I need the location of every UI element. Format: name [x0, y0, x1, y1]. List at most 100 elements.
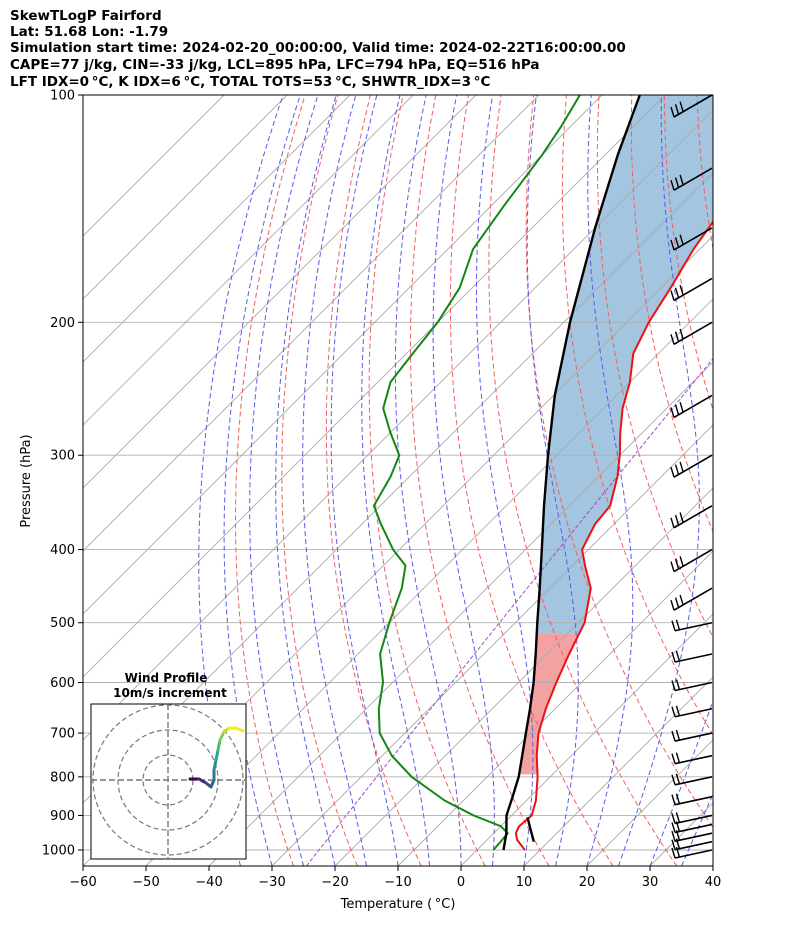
moist-adiabat-line — [476, 95, 534, 866]
barb-flag — [675, 812, 681, 823]
x-tick-label: 10 — [516, 875, 533, 890]
barb-flag — [671, 730, 676, 742]
wind-barb — [670, 454, 713, 478]
barb-flag — [671, 680, 676, 691]
isotherm-line — [83, 95, 414, 426]
grid-lines — [83, 95, 794, 866]
dry-adiabat-line — [449, 95, 614, 866]
y-axis-label: Pressure (hPa) — [19, 434, 34, 527]
hodograph-segment — [212, 758, 218, 772]
x-tick-label: −40 — [195, 875, 222, 890]
y-tick-label: 100 — [50, 89, 75, 104]
x-axis: −60 −50 −40 −30 −20 −10 0 10 20 30 40 — [69, 866, 721, 890]
barb-staff — [674, 681, 713, 692]
barb-flag — [670, 467, 675, 478]
wind-barb — [671, 650, 713, 663]
barb-flag — [675, 752, 681, 763]
barb-flag — [670, 239, 675, 251]
isotherm-line — [712, 865, 713, 866]
wind-barb — [670, 227, 713, 251]
barb-flag — [670, 334, 675, 345]
barb-staff — [674, 621, 713, 632]
barb-flag — [679, 285, 684, 296]
barb-staff — [673, 505, 713, 529]
temperature-line — [514, 220, 713, 851]
y-tick-label: 600 — [50, 676, 75, 691]
shaded-area-parcel-temperature — [519, 633, 580, 775]
barb-flag — [674, 237, 680, 248]
moist-adiabat-line — [649, 699, 713, 866]
barb-flag — [679, 594, 684, 606]
y-tick-label: 500 — [50, 616, 75, 631]
barb-flag — [671, 774, 676, 786]
barb-flag — [670, 106, 675, 118]
barb-flag — [674, 177, 680, 188]
x-axis-label: Temperature ( °C) — [340, 897, 456, 912]
wind-barbs — [670, 94, 713, 859]
wind-barb — [670, 167, 713, 191]
wind-barb — [670, 277, 713, 302]
barb-flag — [679, 174, 684, 186]
barb-flag — [674, 514, 680, 526]
isotherm-line — [145, 298, 713, 866]
x-tick-label: −10 — [384, 875, 411, 890]
barb-flag — [679, 328, 684, 340]
dry-adiabat-line — [281, 95, 358, 866]
barb-flag — [674, 104, 680, 115]
wind-barb — [670, 505, 713, 529]
barb-staff — [674, 840, 713, 851]
isotherm-line — [83, 95, 477, 489]
wind-barb — [670, 548, 713, 573]
dewpoint-line — [372, 95, 581, 851]
y-tick-label: 400 — [50, 543, 75, 558]
cape-cin-fills — [519, 95, 713, 775]
y-tick-label: 900 — [50, 809, 75, 824]
isotherm-line — [83, 95, 225, 237]
barb-flag — [679, 512, 684, 523]
y-tick-label: 300 — [50, 449, 75, 464]
barb-staff — [674, 832, 713, 842]
wind-barb — [671, 773, 713, 786]
parcel-surface-leg-line — [526, 816, 535, 843]
barb-staff — [674, 776, 713, 786]
barb-flag — [671, 847, 676, 859]
moist-adiabat-line — [330, 95, 399, 866]
dry-adiabat-line — [561, 95, 713, 736]
y-tick-label: 200 — [50, 316, 75, 331]
x-tick-label: −60 — [69, 875, 96, 890]
barb-flag — [675, 793, 681, 804]
wind-barb — [671, 679, 713, 692]
isotherm-line — [83, 109, 713, 741]
moist-adiabat-line — [275, 95, 337, 866]
barb-flag — [671, 822, 676, 833]
barb-flag — [671, 830, 676, 842]
wind-barb — [671, 812, 713, 825]
barb-flag — [679, 461, 684, 473]
barb-flag — [670, 561, 675, 572]
dry-adiabat-line — [762, 95, 794, 866]
wind-barb — [671, 619, 713, 632]
barb-staff — [673, 167, 713, 191]
chart-title-location: Lat: 51.68 Lon: -1.79 — [10, 24, 169, 40]
x-tick-label: 20 — [579, 875, 596, 890]
profile-lines — [372, 95, 713, 851]
y-tick-label: 700 — [50, 727, 75, 742]
barb-flag — [671, 620, 676, 631]
barb-flag — [675, 729, 681, 741]
barb-flag — [671, 839, 676, 850]
mixing-ratio-line — [306, 357, 713, 866]
wind-barb — [670, 321, 713, 345]
dry-adiabat-line — [488, 95, 678, 866]
barb-flag — [670, 517, 675, 528]
dry-adiabat-line — [235, 95, 306, 866]
dry-adiabat-line — [325, 95, 422, 866]
moist-adiabat-line — [526, 95, 579, 866]
wind-barb — [671, 705, 713, 718]
barb-staff — [673, 454, 713, 478]
dry-adiabat-line — [410, 95, 550, 866]
barb-staff — [673, 587, 713, 611]
wind-barb — [671, 752, 713, 765]
barb-flag — [679, 556, 684, 567]
barb-flag — [675, 650, 681, 662]
